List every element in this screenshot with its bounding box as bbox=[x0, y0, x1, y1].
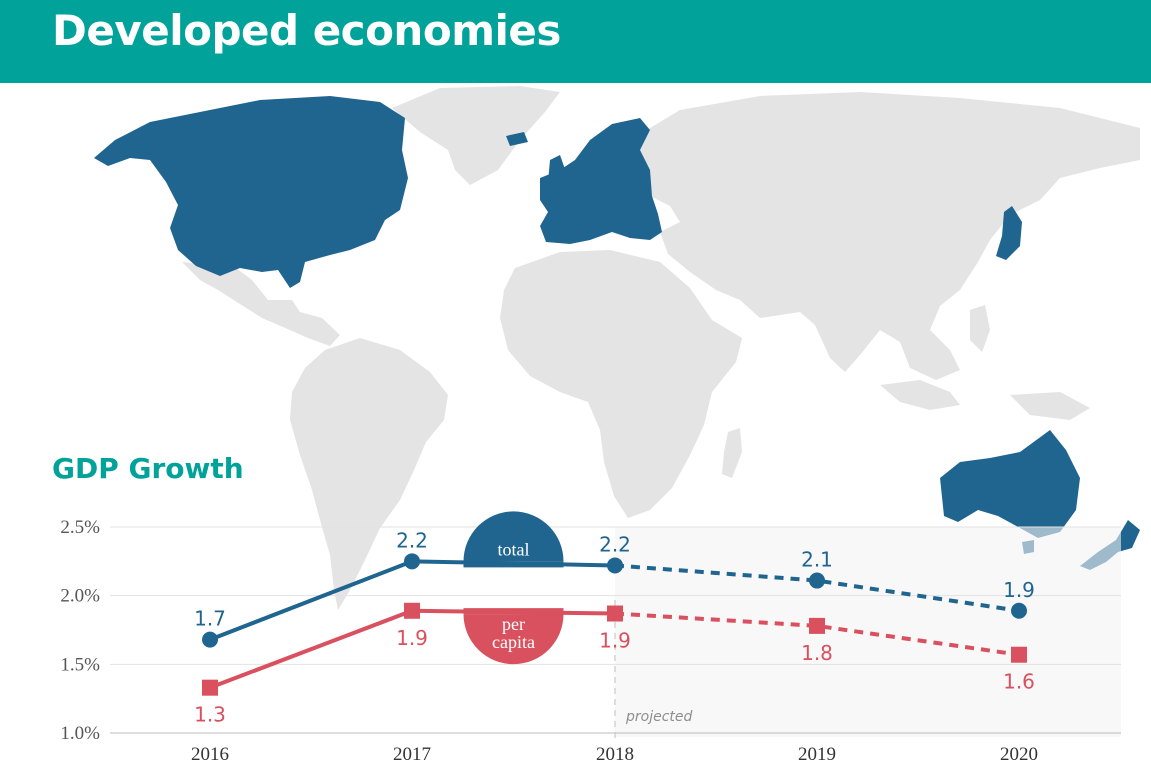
y-tick-label: 1.5% bbox=[60, 654, 100, 675]
header-banner: Developed economies bbox=[0, 0, 1151, 83]
data-label: 1.9 bbox=[1003, 578, 1035, 602]
total-marker bbox=[1011, 602, 1027, 619]
japan-shape bbox=[996, 206, 1022, 260]
data-label: 1.3 bbox=[194, 703, 226, 727]
new-guinea-shape bbox=[1010, 392, 1090, 420]
south-america-shape bbox=[290, 338, 448, 610]
greenland-shape bbox=[392, 86, 560, 185]
x-tick-label: 2020 bbox=[1000, 744, 1038, 765]
x-axis-labels: 2016 2017 2018 2019 2020 bbox=[191, 744, 1038, 765]
x-tick-label: 2018 bbox=[596, 744, 634, 765]
grid-lines bbox=[110, 526, 1121, 734]
y-tick-label: 2.5% bbox=[60, 517, 100, 538]
madagascar-shape bbox=[722, 428, 742, 478]
total-marker bbox=[809, 572, 825, 589]
australia-shape bbox=[940, 430, 1080, 538]
y-axis-labels: 2.5% 2.0% 1.5% 1.0% bbox=[60, 517, 100, 744]
total-badge bbox=[463, 511, 564, 562]
data-label: 2.2 bbox=[599, 532, 631, 556]
chart-title: GDP Growth bbox=[52, 452, 244, 485]
eurasia-shape bbox=[600, 92, 1140, 380]
per-capita-marker bbox=[202, 679, 218, 696]
per-capita-marker bbox=[1011, 646, 1027, 663]
y-tick-label: 1.0% bbox=[60, 723, 100, 744]
projected-label: projected bbox=[625, 709, 693, 725]
indonesia-shape bbox=[880, 380, 960, 410]
data-label: 1.8 bbox=[801, 641, 833, 665]
x-tick-label: 2016 bbox=[191, 744, 229, 765]
total-marker bbox=[404, 553, 420, 570]
philippines-shape bbox=[970, 305, 990, 352]
data-labels: 1.7 2.2 2.2 2.1 1.9 1.3 1.9 1.9 1.8 1.6 bbox=[194, 528, 1035, 726]
series-line-projected bbox=[614, 563, 1020, 613]
series-line-projected bbox=[614, 611, 1020, 657]
per-capita-marker bbox=[809, 617, 825, 634]
per-capita-badge bbox=[463, 614, 564, 665]
per-capita-badge-base bbox=[463, 608, 564, 615]
total-badge-base bbox=[463, 561, 564, 568]
x-tick-label: 2019 bbox=[798, 744, 836, 765]
map-land bbox=[182, 86, 1140, 610]
data-label: 1.9 bbox=[396, 626, 428, 650]
data-label: 1.6 bbox=[1003, 670, 1035, 694]
projected-region bbox=[615, 527, 1121, 737]
data-label: 1.7 bbox=[194, 607, 226, 631]
total-marker bbox=[202, 631, 218, 648]
x-tick-label: 2017 bbox=[393, 744, 431, 765]
y-tick-label: 2.0% bbox=[60, 586, 100, 607]
total-marker bbox=[607, 557, 623, 574]
central-america-shape bbox=[182, 262, 340, 346]
per-capita-badge-label: capita bbox=[492, 632, 535, 652]
data-label: 2.1 bbox=[801, 548, 833, 572]
data-label: 2.2 bbox=[396, 528, 428, 552]
per-capita-marker bbox=[607, 605, 623, 622]
series-markers bbox=[202, 553, 1027, 696]
data-label: 1.9 bbox=[599, 629, 631, 653]
europe-shape bbox=[540, 118, 662, 244]
north-america-shape bbox=[94, 96, 408, 288]
africa-shape bbox=[500, 250, 742, 518]
total-badge-label: total bbox=[498, 539, 530, 559]
iceland-shape bbox=[506, 132, 528, 146]
uk-shape bbox=[548, 155, 566, 186]
page-title: Developed economies bbox=[52, 6, 561, 55]
world-map bbox=[94, 86, 1140, 610]
per-capita-badge-label: per bbox=[502, 614, 525, 634]
per-capita-marker bbox=[404, 602, 420, 619]
